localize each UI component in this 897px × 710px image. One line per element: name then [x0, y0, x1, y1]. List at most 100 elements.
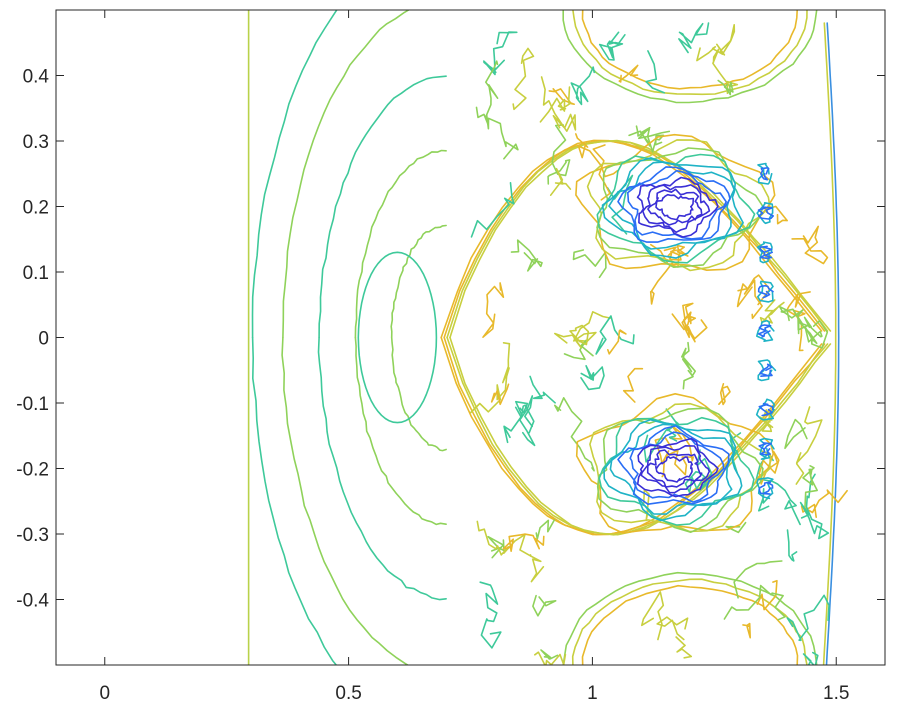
shear-blob — [758, 402, 774, 417]
edge-arc-contour — [572, 10, 808, 96]
vortex-ring — [609, 423, 735, 515]
vortex-ring — [598, 416, 755, 526]
noise-contour — [759, 299, 785, 324]
noise-contour — [519, 395, 536, 447]
plot-background — [56, 10, 885, 665]
y-tick-label: 0.1 — [23, 263, 49, 284]
noise-contour — [742, 622, 751, 639]
noise-contour — [535, 519, 556, 540]
noise-contour — [800, 489, 848, 518]
noise-contour — [532, 594, 557, 617]
noise-contour — [786, 529, 798, 562]
vortex-ring — [636, 176, 719, 238]
noise-contour — [756, 579, 778, 611]
noise-contour — [570, 66, 595, 106]
noise-contour — [755, 451, 801, 526]
y-tick-label: -0.4 — [16, 591, 49, 612]
noise-contour — [802, 465, 818, 508]
noise-contour — [470, 182, 515, 238]
noise-contour — [641, 591, 665, 641]
noise-contour — [485, 114, 519, 160]
arc-contour — [317, 336, 447, 601]
noise-contour — [780, 308, 813, 329]
x-tick-label: 0 — [99, 683, 110, 704]
edge-arc-contour — [581, 10, 798, 90]
noise-contour — [476, 520, 532, 557]
main-shock — [825, 22, 840, 665]
main-shock-edge — [822, 22, 837, 665]
y-tick-label: 0 — [38, 329, 49, 350]
noise-contour — [643, 408, 679, 463]
vortex-ring — [608, 161, 735, 250]
vortex-ring — [646, 449, 703, 488]
noise-contour — [529, 375, 556, 404]
noise-contour — [678, 22, 710, 54]
noise-contour — [575, 133, 619, 178]
arc-contour — [390, 336, 447, 452]
noise-contour — [675, 636, 693, 659]
noise-contour — [483, 31, 518, 76]
x-tick-label: 1 — [587, 683, 598, 704]
noise-contour — [514, 404, 535, 434]
noise-contour — [607, 329, 627, 355]
arc-contour — [318, 75, 447, 339]
noise-contour — [487, 535, 505, 559]
x-tick-label: 0.5 — [335, 683, 361, 704]
vortex-ring — [596, 407, 764, 533]
noise-contour — [539, 86, 571, 123]
noise-contour — [510, 239, 543, 272]
shear-blob — [757, 206, 774, 220]
noise-contour — [503, 400, 529, 444]
shear-blob — [757, 162, 773, 185]
noise-contour — [595, 315, 635, 355]
noise-contour — [618, 64, 639, 83]
arc-contour — [354, 149, 447, 339]
vortex-ring — [589, 402, 772, 533]
arc-contour — [354, 336, 447, 526]
noise-contour — [650, 243, 689, 268]
noise-contour — [622, 367, 644, 403]
noise-contour — [656, 616, 689, 641]
noise-contour — [786, 594, 830, 642]
vortex-ring — [655, 456, 694, 483]
vortex-ring — [603, 418, 743, 522]
noise-contour — [696, 24, 736, 62]
noise-contour — [549, 167, 572, 196]
noise-contour — [548, 88, 575, 105]
noise-contour — [490, 383, 510, 406]
edge-arc-contour — [571, 578, 808, 665]
arc-contour — [251, 336, 338, 665]
noise-contour — [475, 60, 499, 126]
noise-contour — [797, 320, 829, 349]
vortex-ring — [617, 166, 731, 243]
noise-contour — [530, 555, 545, 583]
vortex-ring — [636, 437, 719, 498]
shear-blob — [757, 280, 774, 303]
shear-blob — [756, 319, 775, 342]
vortex-ring — [627, 169, 727, 240]
noise-contour — [592, 144, 611, 201]
noise-contour — [671, 302, 697, 331]
noise-contour — [681, 311, 708, 343]
noise-contour — [482, 282, 505, 338]
shear-blob — [760, 167, 770, 181]
shear-blob — [758, 481, 774, 495]
vortex-ring — [629, 431, 725, 503]
vortex-ring — [647, 188, 703, 226]
shear-blob — [759, 363, 773, 377]
arc-contour — [281, 336, 410, 665]
noise-contour — [642, 489, 650, 522]
vortex-ring — [617, 425, 730, 505]
arc-contour — [390, 224, 447, 339]
shear-blob — [757, 359, 777, 382]
lens-contour — [357, 251, 438, 424]
noise-contour — [554, 397, 595, 472]
noise-contour — [759, 409, 774, 433]
vortex-ring — [642, 184, 711, 234]
shear-blob — [759, 437, 775, 460]
noise-contour — [635, 125, 665, 153]
x-axis: 0 0.5 1 1.5 — [99, 10, 849, 704]
shear-blob — [757, 324, 772, 338]
vortex-ring — [655, 193, 695, 221]
y-tick-label: 0.3 — [23, 132, 49, 153]
